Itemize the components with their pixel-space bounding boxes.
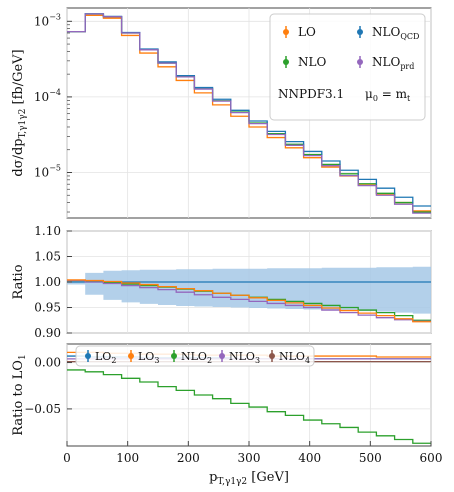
legend-marker: [283, 59, 289, 65]
y-tick-label: 1.05: [34, 250, 61, 264]
y-tick-label: 10−4: [34, 88, 61, 104]
ratio-uncertainty-band: [67, 266, 431, 314]
legend-frame: [75, 345, 315, 367]
ratio-y-label: Ratio: [11, 264, 26, 299]
legend-item-lo_3: LO3: [128, 350, 159, 365]
x-axis-label: pT,γ1γ2 [GeV]: [209, 470, 289, 487]
legend-item-lo: LO: [283, 25, 316, 39]
main-legend: LO NLOQCD NLO NLOprd NNPDF3.1 μ0 = mt: [269, 13, 426, 121]
y-tick-label: 0.00: [34, 356, 61, 370]
legend-marker: [85, 353, 91, 359]
x-tick-label: 600: [420, 451, 443, 465]
legend-marker: [357, 59, 363, 65]
legend-item-nlo_4: NLO4: [269, 350, 310, 365]
legend-item-nlo_2: NLO2: [171, 350, 212, 365]
legend-item-nlo_3: NLO3: [219, 350, 260, 365]
legend-item-nlo: NLO: [283, 55, 326, 69]
y-tick-label: −0.05: [24, 402, 61, 416]
y-tick-label: 10−3: [34, 12, 61, 28]
x-tick-label: 0: [63, 451, 71, 465]
legend-label: NLO2: [181, 350, 212, 365]
main-y-label: dσ/dpT,γ1γ2 [fb/GeV]: [11, 49, 28, 176]
main-series: [67, 13, 431, 214]
ratio-line-lo: [67, 279, 431, 323]
scale-annotation: μ0 = mt: [365, 87, 411, 103]
y-tick-label: 1.10: [34, 224, 61, 238]
ratio-lo1-panel: −0.05 0.00 LO2 LO3 NLO2 NLO3 NLO4 Ratio to LO…: [11, 343, 432, 447]
legend-label: LO3: [138, 350, 159, 365]
main-grid: [66, 8, 432, 218]
legend-label: NLO4: [279, 350, 310, 365]
uncertainty-band: [67, 266, 431, 314]
legend-marker: [171, 353, 177, 359]
legend-marker: [357, 29, 363, 35]
ratio-panel: 0.90 0.95 1.00 1.05 1.10 Ratio: [11, 224, 432, 340]
ratio-series: [67, 279, 431, 323]
legend-frame: [269, 13, 426, 121]
legend-label: NLO: [298, 55, 326, 69]
pdf-annotation: NNPDF3.1: [278, 87, 344, 101]
x-tick-label: 400: [298, 451, 321, 465]
main-panel: 10−3 10−4 10−5 LO NLOQCD NLO NLOprd NNPDF3.1 …: [11, 7, 432, 219]
legend-marker: [283, 29, 289, 35]
x-tick-label: 500: [359, 451, 382, 465]
y-tick-label: 0.90: [34, 326, 61, 340]
legend-marker: [219, 353, 225, 359]
series-line-nlo_prd: [67, 13, 431, 214]
legend-marker: [269, 353, 275, 359]
legend-item-nlo_prd: NLOprd: [357, 55, 414, 71]
x-tick-label: 300: [238, 451, 261, 465]
ratio-lo1-line-nlo_2: [67, 369, 431, 444]
x-tick-label: 200: [177, 451, 200, 465]
ratio-lo1-legend: LO2 LO3 NLO2 NLO3 NLO4: [75, 345, 315, 367]
legend-item-nlo_qcd: NLOQCD: [357, 25, 419, 41]
main-y-ticks: 10−3 10−4 10−5: [34, 12, 72, 213]
x-tick-label: 100: [116, 451, 139, 465]
y-tick-label: 1.00: [34, 275, 61, 289]
legend-marker: [128, 353, 134, 359]
ratio-line-nlo_prd: [67, 279, 431, 322]
legend-label: NLO3: [229, 350, 260, 365]
y-tick-label: 10−5: [34, 163, 61, 179]
legend-label: LO2: [95, 350, 116, 365]
y-tick-label: 0.95: [34, 301, 61, 315]
legend-label: NLOQCD: [372, 25, 419, 41]
legend-label: LO: [298, 25, 316, 39]
ratio-lo1-y-ticks: −0.05 0.00: [24, 356, 72, 416]
legend-item-lo_2: LO2: [85, 350, 116, 365]
x-ticks: 0 100 200 300 400 500 600: [63, 441, 442, 465]
ratio-y-ticks: 0.90 0.95 1.00 1.05 1.10: [34, 224, 72, 340]
legend-label: NLOprd: [372, 55, 414, 71]
ratio-lo1-y-label: Ratio to LO1: [11, 354, 28, 435]
